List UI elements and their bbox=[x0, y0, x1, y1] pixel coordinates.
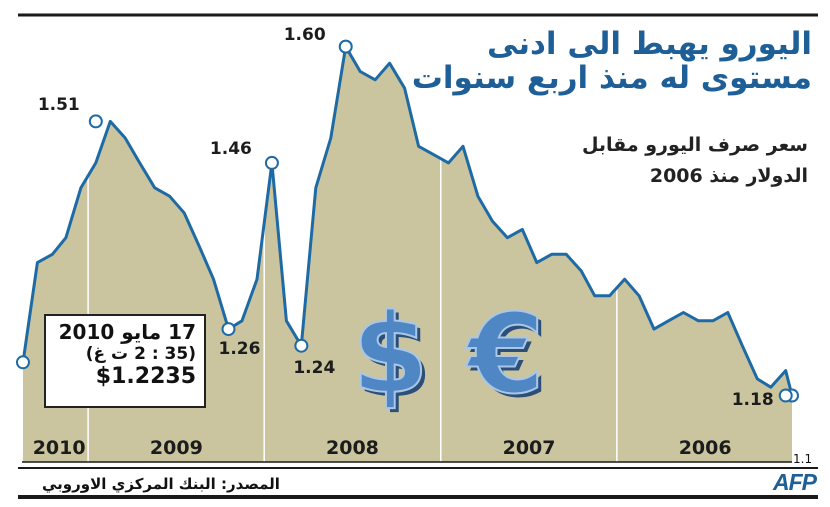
euro-symbol-icon: € bbox=[465, 290, 545, 418]
peak-marker-2 bbox=[338, 39, 353, 54]
peak-label-1-18: 1.18 bbox=[731, 389, 774, 410]
currency-symbols: $$ €€ bbox=[351, 289, 549, 422]
dollar-symbol-icon: $ bbox=[352, 290, 429, 418]
year-label-2007: 2007 bbox=[502, 437, 556, 459]
year-label-2006: 2006 bbox=[678, 437, 732, 459]
peak-label-1-51: 1.51 bbox=[37, 95, 80, 116]
frame-lines bbox=[18, 13, 818, 499]
series-line bbox=[21, 45, 794, 396]
afp-logo: AFP bbox=[773, 469, 817, 495]
area-fill bbox=[22, 46, 793, 462]
euro-symbol-icon-shadow: € bbox=[469, 294, 549, 422]
chart-subtitle-line-1: سعر صرف اليورو مقابل bbox=[581, 134, 808, 156]
year-label-2009: 2009 bbox=[149, 437, 203, 459]
current-date: 17 مايو 2010 bbox=[58, 320, 196, 344]
peak-label-1-60: 1.60 bbox=[283, 24, 326, 45]
peak-marker-3 bbox=[221, 322, 236, 337]
current-time: (35 : 2 ت غ) bbox=[85, 344, 196, 364]
chart-title-line-2: مستوى له منذ اربع سنوات bbox=[411, 60, 812, 96]
plot-area bbox=[15, 20, 799, 462]
current-value: $1.2235 bbox=[95, 364, 196, 389]
dollar-symbol-icon-shadow: $ bbox=[356, 294, 433, 422]
year-label-2010: 2010 bbox=[32, 437, 86, 459]
chart-title-line-1: اليورو يهبط الى ادنى bbox=[487, 26, 812, 62]
peak-label-1-26: 1.26 bbox=[218, 339, 261, 360]
peak-label-1-24: 1.24 bbox=[293, 357, 336, 378]
peak-marker-4 bbox=[294, 338, 309, 353]
peak-marker-0 bbox=[88, 114, 103, 129]
peak-marker-5 bbox=[778, 388, 793, 403]
peak-label-1-46: 1.46 bbox=[209, 138, 252, 159]
start-point-marker bbox=[15, 355, 30, 370]
current-value-box: 17 مايو 2010 (35 : 2 ت غ) $1.2235 bbox=[44, 314, 206, 408]
chart-subtitle-line-2: الدولار منذ 2006 bbox=[649, 165, 808, 187]
year-label-2008: 2008 bbox=[326, 437, 379, 459]
y-axis-tick: 1.1 bbox=[793, 452, 813, 466]
peak-marker-1 bbox=[264, 155, 279, 170]
source-credit: المصدر: البنك المركزي الاوروبي bbox=[42, 475, 280, 493]
